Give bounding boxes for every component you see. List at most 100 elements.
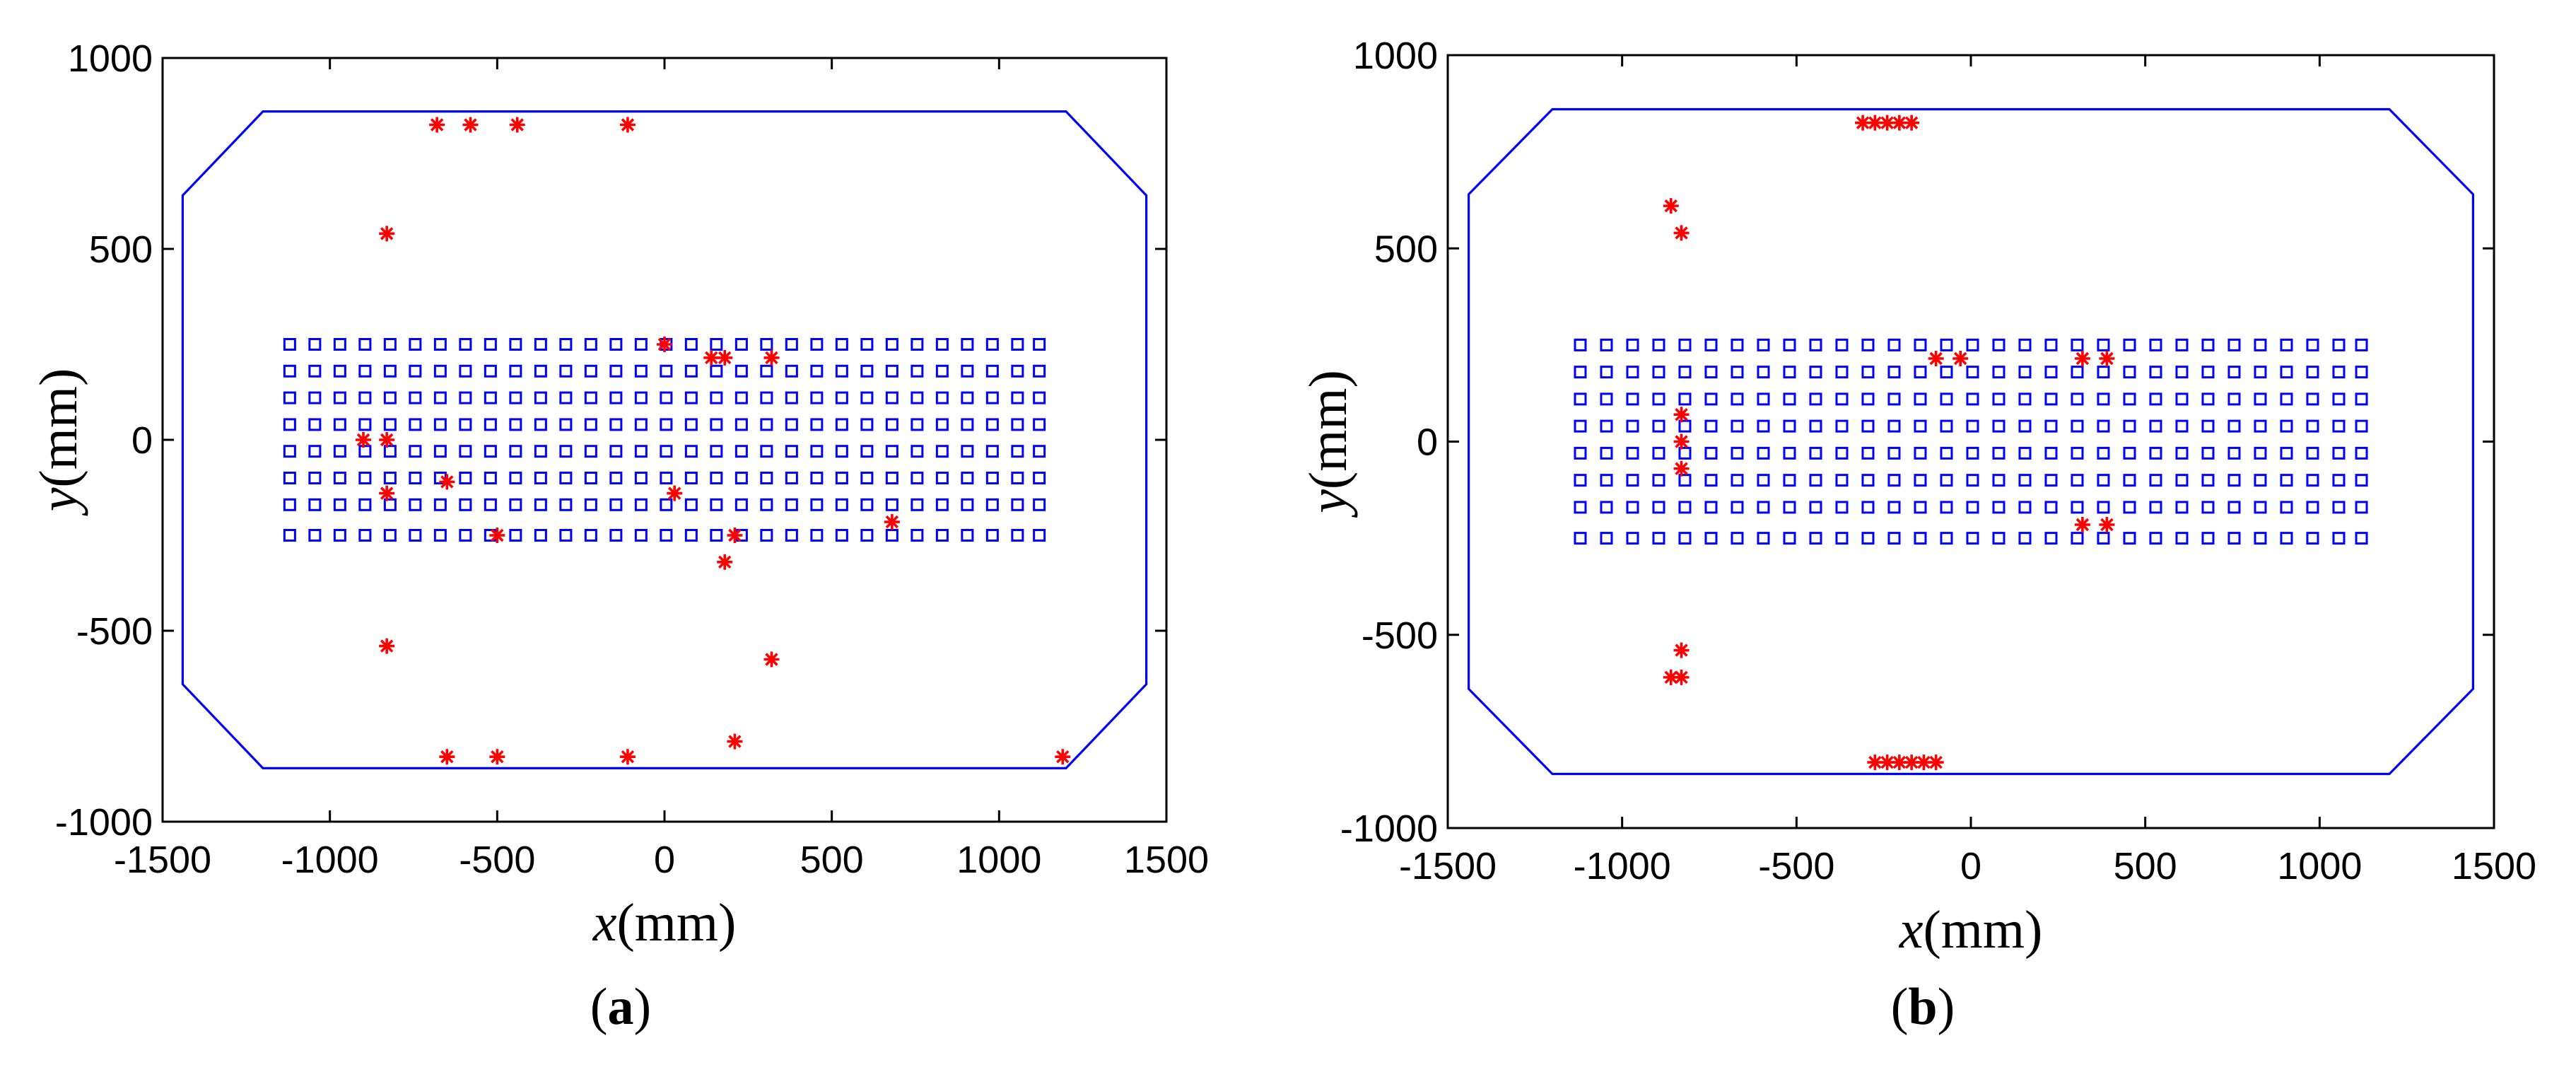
grid-point bbox=[1011, 445, 1024, 458]
grid-point bbox=[283, 391, 296, 404]
grid-point bbox=[1861, 446, 1875, 460]
grid-point bbox=[559, 498, 573, 511]
grid-point bbox=[2018, 446, 2032, 460]
grid-point bbox=[459, 445, 472, 458]
grid-point bbox=[1011, 338, 1024, 351]
grid-point bbox=[283, 418, 296, 431]
grid-point bbox=[1011, 391, 1024, 404]
grid-point bbox=[1574, 446, 1587, 460]
grid-point bbox=[911, 445, 924, 458]
grid-point bbox=[1861, 392, 1875, 406]
grid-point bbox=[911, 529, 924, 542]
grid-point bbox=[2280, 446, 2293, 460]
x-tick-label: 0 bbox=[654, 839, 675, 881]
grid-point bbox=[1992, 419, 2006, 433]
grid-point bbox=[885, 445, 898, 458]
grid-point bbox=[2355, 419, 2368, 433]
grid-point bbox=[785, 418, 798, 431]
y-tick-label: 1000 bbox=[68, 37, 153, 80]
grid-point bbox=[559, 338, 573, 351]
grid-point bbox=[559, 445, 573, 458]
grid-point bbox=[1835, 366, 1849, 379]
grid-point bbox=[1574, 338, 1587, 351]
grid-point bbox=[1783, 501, 1796, 514]
grid-point bbox=[1757, 474, 1770, 487]
grid-point bbox=[734, 418, 748, 431]
x-tick-label: -1500 bbox=[114, 839, 211, 881]
grid-point bbox=[2175, 366, 2189, 379]
grid-point bbox=[660, 498, 673, 511]
grid-point bbox=[1731, 501, 1744, 514]
grid-point bbox=[2149, 338, 2162, 351]
grid-point bbox=[1861, 419, 1875, 433]
axes-frame bbox=[1446, 54, 2495, 829]
grid-point bbox=[710, 498, 723, 511]
grid-point bbox=[985, 418, 999, 431]
grid-point bbox=[2044, 532, 2058, 545]
grid-point bbox=[885, 364, 898, 378]
grid-point bbox=[283, 472, 296, 484]
grid-point bbox=[1652, 419, 1665, 433]
grid-point bbox=[609, 364, 623, 378]
grid-point bbox=[2071, 338, 2084, 351]
grid-point bbox=[660, 472, 673, 484]
x-tick-label: -1500 bbox=[1399, 845, 1497, 887]
grid-point bbox=[1704, 366, 1718, 379]
marker-point bbox=[1673, 225, 1690, 241]
grid-point bbox=[584, 445, 597, 458]
grid-point bbox=[2332, 392, 2346, 406]
grid-point bbox=[985, 391, 999, 404]
grid-point bbox=[1861, 501, 1875, 514]
grid-point bbox=[559, 391, 573, 404]
grid-point bbox=[1887, 446, 1901, 460]
grid-point bbox=[433, 391, 447, 404]
grid-point bbox=[634, 391, 648, 404]
grid-point bbox=[2018, 501, 2032, 514]
grid-point bbox=[383, 364, 397, 378]
grid-point bbox=[710, 445, 723, 458]
grid-point bbox=[2018, 419, 2032, 433]
grid-point bbox=[2175, 338, 2189, 351]
grid-point bbox=[1914, 532, 1927, 545]
grid-point bbox=[2175, 419, 2189, 433]
grid-point bbox=[1652, 474, 1665, 487]
grid-point bbox=[459, 364, 472, 378]
y-tick-label: -1000 bbox=[1340, 808, 1438, 850]
grid-point bbox=[534, 338, 547, 351]
grid-point bbox=[2123, 392, 2136, 406]
grid-point bbox=[2175, 501, 2189, 514]
grid-point bbox=[785, 498, 798, 511]
marker-point bbox=[1855, 115, 1871, 131]
grid-point bbox=[1757, 338, 1770, 351]
grid-point bbox=[433, 498, 447, 511]
grid-point bbox=[1757, 532, 1770, 545]
grid-point bbox=[1809, 392, 1822, 406]
grid-point bbox=[358, 391, 372, 404]
grid-point bbox=[1757, 392, 1770, 406]
grid-point bbox=[860, 472, 874, 484]
grid-point bbox=[1783, 474, 1796, 487]
grid-point bbox=[509, 418, 522, 431]
marker-point bbox=[356, 432, 371, 448]
grid-point bbox=[2201, 474, 2215, 487]
grid-point bbox=[885, 498, 898, 511]
grid-point bbox=[308, 529, 322, 542]
grid-point bbox=[1731, 474, 1744, 487]
grid-point bbox=[534, 472, 547, 484]
grid-point bbox=[2149, 474, 2162, 487]
grid-point bbox=[1757, 501, 1770, 514]
marker-point bbox=[763, 349, 780, 366]
grid-point bbox=[2097, 338, 2110, 351]
grid-point bbox=[1940, 501, 1953, 514]
grid-point bbox=[935, 498, 949, 511]
x-tick-label: -1000 bbox=[281, 839, 379, 881]
grid-point bbox=[1704, 532, 1718, 545]
grid-point bbox=[2306, 446, 2319, 460]
grid-point bbox=[1678, 446, 1692, 460]
grid-point bbox=[785, 529, 798, 542]
grid-point bbox=[1783, 392, 1796, 406]
grid-point bbox=[333, 498, 346, 511]
grid-point bbox=[1992, 501, 2006, 514]
grid-point bbox=[660, 445, 673, 458]
grid-point bbox=[810, 364, 824, 378]
